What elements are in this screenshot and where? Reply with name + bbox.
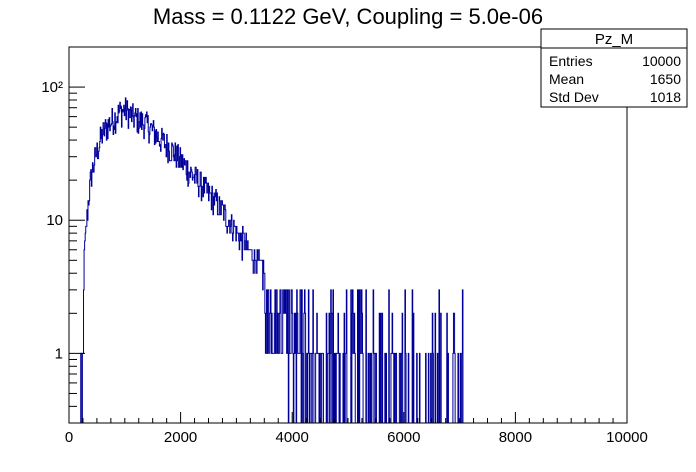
x-tick-label: 10000 [606, 429, 648, 446]
histogram-line [80, 97, 464, 423]
x-tick-label: 0 [65, 429, 73, 446]
stats-box: Pz_M Entries 10000 Mean 1650 Std Dev 101… [540, 28, 688, 108]
x-tick-label: 2000 [164, 429, 197, 446]
x-tick-label: 8000 [499, 429, 532, 446]
stats-value-stddev: 1018 [650, 89, 681, 105]
chart-title: Mass = 0.1122 GeV, Coupling = 5.0e-06 [153, 4, 543, 29]
stats-label-stddev: Std Dev [549, 89, 599, 105]
y-axis: 1 10 10² [41, 46, 85, 424]
stats-value-entries: 10000 [642, 53, 681, 69]
y-tick-label: 10² [41, 79, 63, 96]
stats-label-entries: Entries [549, 53, 593, 69]
histogram-bars [80, 97, 464, 423]
stats-label-mean: Mean [549, 71, 584, 87]
x-axis: 0 2000 4000 6000 8000 10000 [65, 412, 648, 446]
stats-value-mean: 1650 [650, 71, 681, 87]
x-tick-label: 4000 [276, 429, 309, 446]
stats-box-title: Pz_M [595, 31, 633, 48]
x-tick-label: 6000 [387, 429, 420, 446]
y-tick-label: 10 [46, 212, 63, 229]
y-tick-label: 1 [55, 345, 63, 362]
